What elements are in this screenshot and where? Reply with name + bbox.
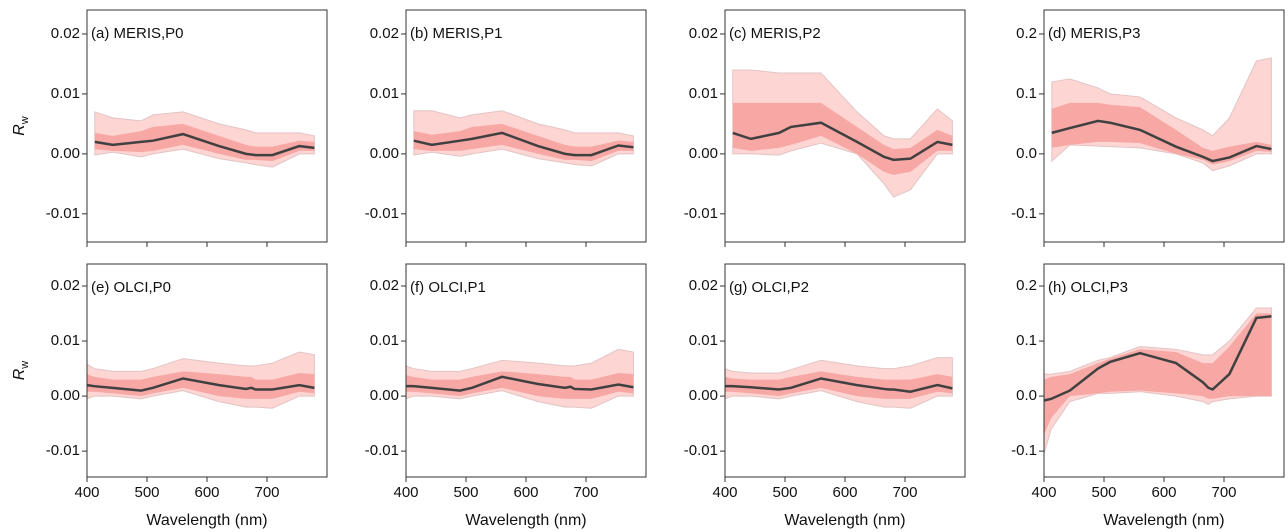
band [1051,102,1272,165]
y-tick-label: 0.00 [689,387,718,404]
band [725,371,953,399]
y-tick-label: 0.1 [1016,85,1037,102]
panel: (c) MERIS,P2 0.02 0.01 0.00 -0.01 [684,9,966,247]
y-tick-label: 0.02 [51,25,80,42]
y-tick-label: 0.02 [51,277,80,294]
y-tick-label: 0.00 [370,387,399,404]
x-tick-label: 400 [393,484,418,501]
y-tick-label: 0.00 [51,145,80,162]
plot-area [725,357,953,409]
x-tick-label: 400 [74,484,99,501]
x-tick-label: 700 [892,484,917,501]
panel: (b) MERIS,P1 0.02 0.01 0.00 -0.01 [365,9,647,247]
panel-title: (f) OLCI,P1 [410,279,486,296]
median-line [725,377,953,393]
median-line [406,375,634,392]
panel: (e) OLCI,P0 0.02 0.01 0.00 -0.01 400 500 600 700… [11,263,328,529]
x-tick-label: 600 [194,484,219,501]
y-tick-label: 0.02 [370,277,399,294]
median-line [732,121,953,162]
median-line [1044,315,1272,402]
plot-area [732,69,953,198]
x-axis-label: Wavelength (nm) [146,512,267,529]
y-axis-label-main: R [11,368,28,380]
x-axis-label: Wavelength (nm) [465,512,586,529]
y-tick-label: 0.01 [370,85,399,102]
plot-area [406,348,634,409]
panel-title: (d) MERIS,P3 [1048,25,1141,42]
y-tick-label: 0.0 [1016,145,1037,162]
plot-area [87,351,315,409]
panel-title: (h) OLCI,P3 [1048,279,1128,296]
x-tick-label: 500 [134,484,159,501]
band [732,102,953,175]
band [1051,57,1272,172]
y-tick-label: 0.02 [370,25,399,42]
x-axis-label: Wavelength (nm) [1103,512,1224,529]
panel: (a) MERIS,P0 0.02 0.01 0.00 -0.01 Rw [11,9,328,247]
band [413,123,634,162]
panel-title: (b) MERIS,P1 [410,25,503,42]
y-tick-label: 0.02 [689,277,718,294]
x-tick-label: 700 [1211,484,1236,501]
x-tick-label: 700 [254,484,279,501]
y-axis-label: Rw [11,116,31,136]
x-tick-label: 500 [453,484,478,501]
panel-title: (c) MERIS,P2 [729,25,821,42]
y-tick-label: -0.01 [684,442,718,459]
y-axis-label: Rw [11,361,31,381]
panel: (h) OLCI,P3 0.2 0.1 0.0 -0.1 400 500 600 700 Wave… [1011,263,1285,529]
x-tick-label: 700 [573,484,598,501]
x-tick-label: 400 [712,484,737,501]
x-tick-label: 600 [513,484,538,501]
y-tick-label: -0.01 [365,442,399,459]
panel: (d) MERIS,P3 0.2 0.1 0.0 -0.1 [1011,9,1285,247]
y-axis-label-main: R [11,124,28,136]
y-tick-label: 0.01 [370,332,399,349]
plot-area [1044,307,1272,455]
y-axis-label-sub: w [19,361,31,370]
x-tick-label: 500 [772,484,797,501]
y-tick-label: 0.01 [51,332,80,349]
median-line [1051,119,1272,163]
panel-title: (g) OLCI,P2 [729,279,809,296]
band [406,371,634,399]
x-tick-label: 400 [1031,484,1056,501]
y-tick-label: -0.01 [365,205,399,222]
median-line [94,132,315,157]
y-tick-label: 0.00 [370,145,399,162]
plot-area [413,110,634,167]
median-line [87,377,315,392]
y-tick-label: -0.01 [684,205,718,222]
y-tick-label: -0.1 [1011,205,1037,222]
band [1044,313,1272,435]
x-axis-label: Wavelength (nm) [784,512,905,529]
panel: (g) OLCI,P2 0.02 0.01 0.00 -0.01 400 500 600 700… [684,263,966,529]
plot-area [94,111,315,168]
y-tick-label: -0.1 [1011,442,1037,459]
y-tick-label: 0.01 [689,332,718,349]
y-tick-label: -0.01 [46,205,80,222]
y-tick-label: 0.0 [1016,387,1037,404]
y-tick-label: 0.02 [689,25,718,42]
x-tick-label: 600 [1151,484,1176,501]
panel-title: (e) OLCI,P0 [91,279,171,296]
y-tick-label: 0.2 [1016,25,1037,42]
y-tick-label: 0.00 [51,387,80,404]
x-tick-label: 500 [1091,484,1116,501]
plot-area [1051,57,1272,172]
panel-title: (a) MERIS,P0 [91,25,184,42]
y-tick-label: 0.01 [689,85,718,102]
y-axis-label-sub: w [19,116,31,125]
x-tick-label: 600 [832,484,857,501]
median-line [413,131,634,157]
y-tick-label: -0.01 [46,442,80,459]
y-tick-label: 0.2 [1016,277,1037,294]
y-tick-label: 0.00 [689,145,718,162]
y-tick-label: 0.01 [51,85,80,102]
band [87,371,315,399]
panel: (f) OLCI,P1 0.02 0.01 0.00 -0.01 400 500 600 700… [365,263,647,529]
y-tick-label: 0.1 [1016,332,1037,349]
